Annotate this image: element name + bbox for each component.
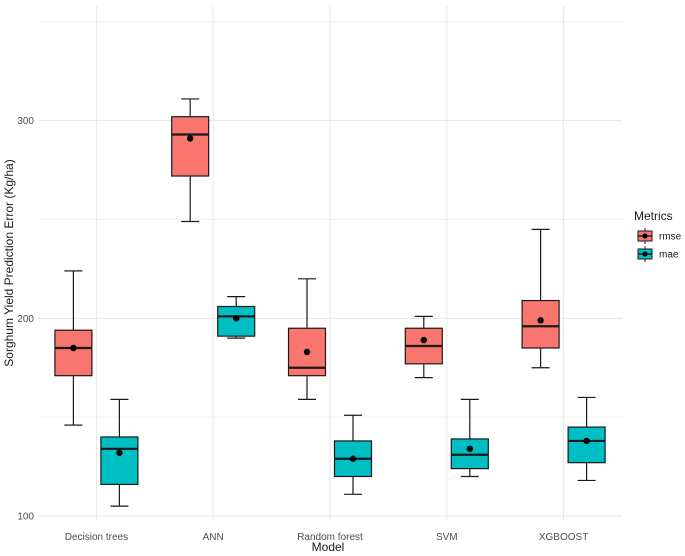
legend-item-mae: mae [637,246,679,262]
y-axis-title: Sorghum Yield Prediction Error (Kg/ha) [2,159,16,366]
box-mae-4 [567,396,606,482]
mean-point [187,135,194,142]
mean-point [233,315,240,322]
y-tick-label: 300 [17,116,34,127]
grid-lines [38,6,622,520]
x-tick-label: Random forest [297,532,363,543]
x-axis-ticks: Decision trees ANN Random forest SVM XGBOOST [65,532,589,543]
box-iqr [521,299,560,349]
mean-point [466,445,473,453]
box-rmse-1 [171,98,210,223]
mean-point [70,344,77,352]
y-tick-label: 200 [17,314,34,325]
box-iqr [171,116,210,177]
mean-point [349,455,357,462]
box-rmse-0 [54,270,93,426]
box-mae-2 [333,414,373,495]
box-iqr [100,436,139,486]
box-rmse-4 [521,228,560,369]
legend-title: Metrics [634,209,673,223]
mean-point [420,336,427,344]
box-mae-3 [450,398,489,478]
mean-point [303,348,311,356]
x-tick-label: XGBOOST [539,532,588,543]
y-tick-label: 100 [17,512,34,523]
legend-key-mean [642,233,648,239]
box-iqr [54,329,93,377]
y-axis-ticks: 100 200 300 [17,116,34,522]
x-axis-title: Model [312,540,345,554]
mean-point [537,317,544,324]
box-mae-1 [217,296,256,339]
legend-label: mae [659,250,679,261]
x-tick-label: ANN [203,532,224,543]
mean-point [583,437,590,445]
box-mae-0 [100,398,139,507]
box-rmse-3 [404,315,443,379]
legend-item-rmse: rmse [637,228,682,244]
x-tick-label: Decision trees [65,532,128,543]
box-rmse-2 [287,278,327,401]
legend-label: rmse [659,232,682,243]
box-iqr [567,426,606,464]
legend-key-mean [642,251,648,257]
mean-point [116,449,123,456]
x-tick-label: SVM [436,532,458,543]
box-layer [54,98,606,507]
legend: Metrics rmse mae [634,209,682,262]
